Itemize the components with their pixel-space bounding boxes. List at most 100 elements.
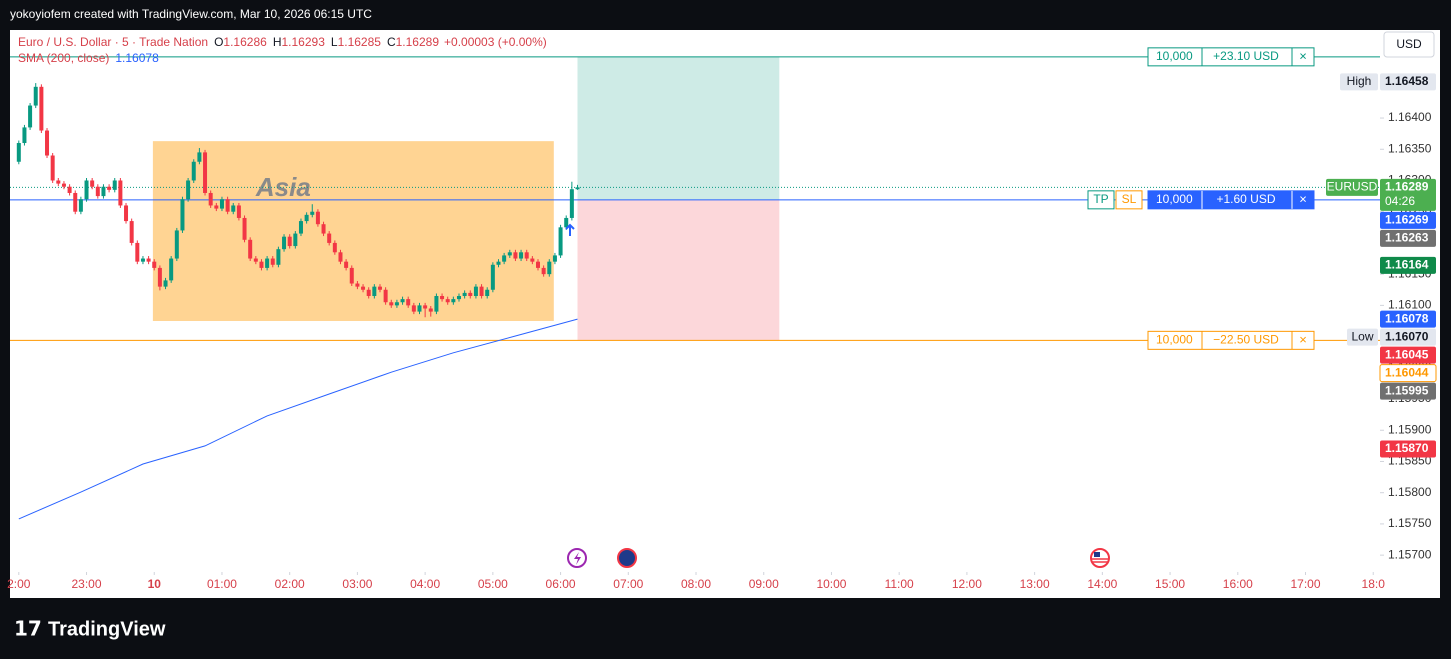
candle-body — [406, 299, 411, 306]
candle-body — [558, 227, 563, 256]
x-tick-label: 05:00 — [478, 577, 508, 591]
candle-body — [298, 221, 303, 234]
candle-body — [502, 255, 507, 262]
candle-body — [270, 258, 275, 265]
price-tag — [1380, 310, 1436, 328]
candle-body — [45, 130, 50, 156]
candle-body — [28, 105, 33, 128]
signal-arrow — [565, 223, 575, 236]
candle-body — [564, 217, 569, 228]
price-tag-name: EURUSD — [1327, 180, 1378, 194]
candle-body — [507, 252, 512, 256]
candle-body — [253, 258, 258, 262]
y-tick-label: 1.15700 — [1388, 547, 1432, 561]
price-tag — [1380, 328, 1436, 346]
order-tag-label: TP — [1093, 192, 1108, 206]
candle-body — [203, 152, 208, 193]
candle-body — [530, 258, 535, 262]
candle-body — [231, 205, 236, 212]
event-icon[interactable] — [1090, 548, 1110, 568]
legend-ohlc-key: O — [214, 35, 223, 49]
candle-body — [445, 299, 450, 303]
candle-body — [394, 302, 399, 306]
candle-body — [61, 183, 66, 187]
x-tick-label: 14:00 — [1087, 577, 1117, 591]
order-tag-label: SL — [1122, 192, 1137, 206]
candle-body — [519, 252, 524, 259]
price-tag-countdown: 04:26 — [1385, 194, 1415, 208]
candle-body — [372, 286, 377, 297]
price-tag-label: 1.16289 — [1385, 180, 1429, 194]
order-pnl: −22.50 USD — [1213, 333, 1279, 347]
price-tag-label: 1.16269 — [1385, 213, 1429, 227]
order-tag[interactable] — [1087, 190, 1115, 210]
price-tag-label: 1.16070 — [1385, 329, 1429, 343]
candle-body — [67, 186, 72, 193]
legend-ohlc-value: 1.16289 — [396, 35, 440, 49]
candle-body — [22, 127, 27, 144]
candle-body — [468, 292, 473, 297]
candle-body — [214, 205, 219, 209]
x-tick-label: 08:00 — [681, 577, 711, 591]
candle-body — [78, 199, 83, 212]
legend-change: +0.00003 (+0.00%) — [444, 35, 547, 49]
candle-body — [462, 292, 467, 297]
candle-body — [225, 199, 230, 212]
candle-body — [440, 296, 445, 300]
candle-body — [547, 261, 552, 275]
x-tick-label: 2:00 — [7, 577, 31, 591]
order-close[interactable]: × — [1299, 191, 1307, 206]
order-close[interactable]: × — [1299, 48, 1307, 63]
candle-body — [73, 192, 78, 212]
x-tick-label: 17:00 — [1290, 577, 1320, 591]
y-tick-label: 1.15800 — [1388, 485, 1432, 499]
candle-body — [152, 261, 157, 268]
candle-body — [157, 267, 162, 287]
candle-body — [321, 224, 326, 234]
candle-body — [569, 189, 574, 218]
candle-body — [417, 305, 422, 312]
legend-symbol: Euro / U.S. Dollar · 5 · Trade Nation — [18, 35, 208, 49]
order-close[interactable]: × — [1299, 332, 1307, 347]
order-tag[interactable] — [1115, 190, 1143, 210]
candle-body — [473, 286, 478, 297]
price-tag-label: 1.16078 — [1385, 311, 1429, 325]
candle-body — [276, 249, 281, 265]
candle-body — [84, 180, 89, 200]
lightning — [574, 552, 581, 565]
candle-body — [456, 296, 461, 300]
legend-ohlc-value: 1.16286 — [223, 35, 267, 49]
candle-body — [428, 308, 433, 312]
candle-body — [389, 302, 394, 306]
currency-button[interactable] — [1383, 31, 1435, 58]
x-tick-label: 16:00 — [1223, 577, 1253, 591]
candle-body — [338, 252, 343, 262]
y-tick-label: 1.16400 — [1388, 110, 1432, 124]
order-box — [1147, 330, 1315, 350]
candle-body — [423, 305, 428, 309]
candle-body — [451, 299, 456, 303]
candle-body — [129, 221, 134, 243]
candle-body — [191, 161, 196, 181]
event-icon[interactable] — [617, 548, 637, 568]
x-tick-label: 04:00 — [410, 577, 440, 591]
legend-sma-name: SMA (200, close) — [18, 51, 109, 65]
price-tag — [1380, 346, 1436, 364]
order-pnl: +1.60 USD — [1216, 192, 1275, 206]
candle-body — [282, 236, 287, 250]
x-tick-label: 10:00 — [816, 577, 846, 591]
legend-main: Euro / U.S. Dollar · 5 · Trade Nation O1.… — [18, 35, 547, 49]
candle-body — [265, 258, 270, 268]
x-tick-label: 10 — [148, 577, 162, 591]
candle-body — [16, 143, 21, 162]
x-tick-label: 06:00 — [546, 577, 576, 591]
candle-body — [208, 192, 213, 206]
profit-zone — [577, 56, 780, 200]
candle-body — [349, 267, 354, 284]
price-tag-label: 1.16458 — [1385, 74, 1429, 88]
price-tag-name: High — [1347, 74, 1372, 88]
order-qty: 10,000 — [1156, 192, 1193, 206]
price-tag-name-bg — [1326, 178, 1378, 196]
candle-body — [56, 180, 61, 184]
